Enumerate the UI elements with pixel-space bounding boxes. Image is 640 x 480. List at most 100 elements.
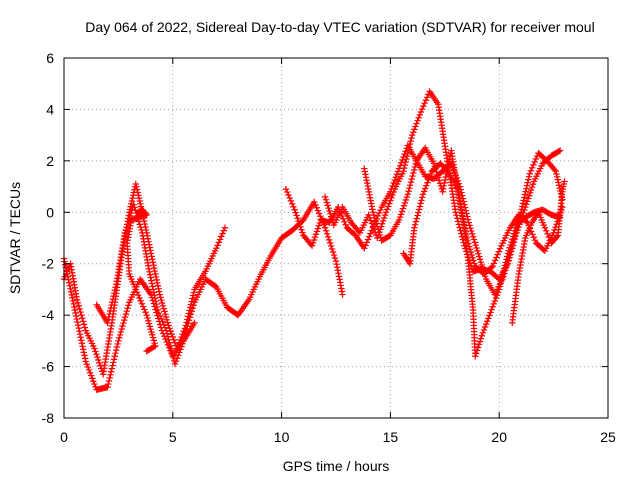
data-point xyxy=(395,216,403,224)
data-point xyxy=(405,146,412,154)
data-point xyxy=(167,345,175,353)
data-point xyxy=(469,254,476,261)
data-point xyxy=(523,218,530,225)
data-point xyxy=(115,337,122,345)
data-point xyxy=(108,365,116,372)
data-point xyxy=(494,251,501,258)
data-point xyxy=(113,343,121,351)
data-point xyxy=(324,202,331,209)
data-point xyxy=(556,184,563,192)
data-point xyxy=(481,323,489,331)
data-point xyxy=(117,328,125,336)
data-point xyxy=(402,158,409,166)
data-point xyxy=(151,267,158,275)
data-point xyxy=(339,291,346,298)
data-point xyxy=(501,262,509,269)
data-point xyxy=(160,321,167,328)
data-point xyxy=(444,169,452,176)
data-point xyxy=(310,236,318,244)
data-point xyxy=(116,334,123,342)
data-point xyxy=(315,222,323,229)
data-point xyxy=(439,188,446,195)
data-point xyxy=(327,242,335,250)
data-point xyxy=(68,291,75,299)
data-point xyxy=(158,296,165,304)
data-point xyxy=(398,208,406,215)
data-point xyxy=(479,329,487,337)
data-point xyxy=(113,346,120,354)
data-point xyxy=(152,273,160,281)
data-point xyxy=(476,256,484,263)
data-point xyxy=(440,185,447,192)
data-point xyxy=(413,120,420,127)
data-point xyxy=(70,300,77,308)
data-point xyxy=(506,244,513,251)
data-point xyxy=(91,380,98,388)
data-point xyxy=(150,286,157,293)
data-point xyxy=(80,321,88,328)
data-point xyxy=(173,345,181,352)
data-point xyxy=(525,195,532,202)
data-point xyxy=(88,372,95,379)
data-point xyxy=(133,289,141,296)
data-point xyxy=(297,223,304,231)
data-point xyxy=(522,203,529,211)
data-point xyxy=(471,260,478,267)
data-point xyxy=(165,322,172,329)
series-track-4 xyxy=(123,206,159,355)
data-point xyxy=(553,233,561,240)
data-point xyxy=(66,282,73,289)
data-point xyxy=(512,224,519,232)
data-point xyxy=(177,336,184,344)
data-point xyxy=(377,206,384,214)
data-point xyxy=(324,233,332,241)
data-point xyxy=(179,330,186,338)
data-point xyxy=(423,182,430,189)
data-point xyxy=(135,194,143,202)
data-point xyxy=(138,226,145,234)
data-point xyxy=(122,310,130,318)
data-point xyxy=(440,182,448,190)
data-point xyxy=(282,185,290,193)
data-point xyxy=(363,239,370,246)
data-point xyxy=(133,183,140,191)
data-point xyxy=(477,335,485,342)
data-point xyxy=(296,220,303,228)
data-point xyxy=(399,156,406,164)
data-point xyxy=(325,236,333,244)
data-point xyxy=(416,111,423,119)
data-point xyxy=(435,174,442,181)
data-point xyxy=(325,204,332,212)
data-point xyxy=(109,362,116,369)
data-point xyxy=(393,171,401,178)
data-point xyxy=(283,188,291,196)
data-point xyxy=(409,172,416,180)
data-point xyxy=(144,314,151,322)
data-point xyxy=(489,263,496,270)
data-point xyxy=(107,368,115,375)
data-point xyxy=(551,166,558,173)
data-point xyxy=(146,268,153,275)
data-point xyxy=(374,212,382,220)
data-point xyxy=(187,304,194,311)
data-point xyxy=(407,137,414,145)
data-point xyxy=(496,283,504,290)
data-point xyxy=(403,155,410,163)
data-point xyxy=(401,161,409,169)
data-point xyxy=(472,353,479,360)
data-point xyxy=(434,171,441,178)
data-point xyxy=(145,317,152,324)
data-point xyxy=(480,326,488,334)
data-point xyxy=(182,322,190,329)
data-point xyxy=(491,257,499,264)
data-point xyxy=(216,236,224,243)
data-point xyxy=(322,196,330,203)
y-tick-label: 2 xyxy=(46,153,54,169)
data-point xyxy=(520,197,527,204)
data-point xyxy=(104,383,111,391)
data-point xyxy=(163,330,171,337)
data-point xyxy=(473,347,481,354)
data-point xyxy=(78,340,86,347)
data-point xyxy=(162,311,169,318)
data-point xyxy=(406,143,413,151)
